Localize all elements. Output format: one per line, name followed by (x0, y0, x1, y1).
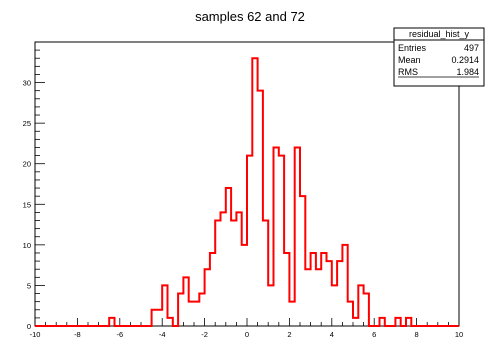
x-tick-label: -8 (74, 330, 81, 339)
x-tick-label: 10 (455, 330, 463, 339)
y-tick-label: 20 (23, 160, 31, 169)
x-tick-label: -10 (30, 330, 41, 339)
y-tick-label: 10 (23, 241, 31, 250)
x-axis: -10 -8 -6 -4 -2 0 2 4 6 8 10 (30, 318, 463, 339)
histogram-bin (231, 221, 236, 326)
y-tick-label: 15 (23, 200, 31, 209)
x-tick-label: 6 (372, 330, 376, 339)
x-tick-label: -4 (159, 330, 166, 339)
x-tick-label: -2 (201, 330, 208, 339)
y-tick-label: 25 (23, 119, 31, 128)
histogram-bin (305, 269, 310, 326)
stats-box: residual_hist_y Entries 497 Mean 0.2914 … (393, 27, 485, 87)
histogram-bin (332, 285, 337, 326)
stats-value-mean: 0.2914 (451, 55, 479, 65)
histogram-bin (221, 212, 226, 326)
histogram-bin (194, 302, 199, 326)
x-tick-label: -6 (116, 330, 123, 339)
y-tick-label: 0 (27, 322, 31, 331)
x-tick-label: 4 (330, 330, 334, 339)
histogram-bars (109, 58, 411, 326)
histogram-bin (268, 285, 273, 326)
stats-label-rms: RMS (398, 67, 418, 77)
histogram-bin (353, 318, 358, 326)
histogram-bin (242, 245, 247, 326)
stats-label-mean: Mean (398, 55, 421, 65)
x-tick-label: 2 (287, 330, 291, 339)
stats-value-rms: 1.984 (456, 67, 479, 77)
y-tick-label: 30 (23, 79, 31, 88)
stats-box-frame (393, 27, 485, 87)
stats-value-entries: 497 (464, 43, 479, 53)
histogram-bin (189, 302, 194, 326)
histogram-bin (157, 310, 162, 326)
x-tick-label: 0 (245, 330, 249, 339)
histogram-bin (289, 302, 294, 326)
y-tick-label: 5 (27, 281, 31, 290)
stats-label-entries: Entries (398, 43, 427, 53)
chart-title: samples 62 and 72 (195, 9, 305, 24)
x-tick-label: 8 (415, 330, 419, 339)
histogram-bin (316, 269, 321, 326)
stats-header: residual_hist_y (409, 29, 470, 39)
y-axis: 0 5 10 15 20 25 30 (23, 49, 45, 331)
histogram-outline (35, 57, 459, 327)
